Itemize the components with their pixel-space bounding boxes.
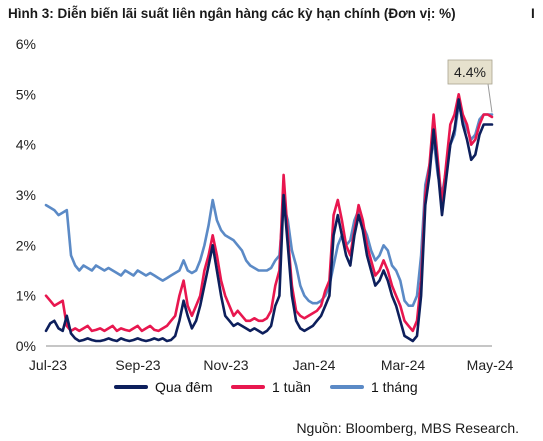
y-tick-label: 0% [16, 338, 36, 354]
y-axis-ticks: 0% 1% 2% 3% 4% 5% 6% [16, 36, 36, 354]
annotation-box [447, 59, 493, 85]
x-tick-label: Nov-23 [203, 357, 248, 373]
chart-title: Hình 3: Diễn biến lãi suất liên ngân hàn… [8, 6, 456, 21]
x-tick-label: Mar-24 [381, 357, 426, 373]
annotation: 4.4% [447, 59, 493, 113]
source-note: Nguồn: Bloomberg, MBS Research. [296, 420, 519, 436]
legend-item-1-thang: 1 tháng [330, 379, 418, 395]
x-tick-label: Jan-24 [293, 357, 336, 373]
legend: Qua đêm 1 tuần 1 tháng [0, 379, 543, 401]
legend-label: 1 tuần [272, 379, 311, 395]
y-tick-label: 1% [16, 288, 36, 304]
annotation-label: 4.4% [454, 64, 486, 80]
legend-swatch [231, 385, 265, 389]
annotation-leader-line [487, 83, 493, 113]
legend-item-1-tuan: 1 tuần [231, 379, 311, 395]
legend-swatch [330, 385, 364, 389]
x-axis-ticks: Jul-23 Sep-23 Nov-23 Jan-24 Mar-24 May-24 [29, 357, 514, 373]
x-tick-label: Jul-23 [29, 357, 67, 373]
series-line-1-tuan [44, 93, 494, 333]
legend-swatch [114, 385, 148, 389]
x-tick-label: Sep-23 [115, 357, 160, 373]
y-tick-label: 2% [16, 237, 36, 253]
y-tick-label: 6% [16, 36, 36, 52]
series-line-1-thang [44, 103, 494, 308]
y-tick-label: 3% [16, 187, 36, 203]
cropped-edge-label: I [531, 6, 535, 21]
series-lines [44, 93, 494, 343]
legend-label: Qua đêm [155, 379, 213, 395]
legend-item-qua-dem: Qua đêm [114, 379, 213, 395]
y-tick-label: 4% [16, 137, 36, 153]
series-line-qua-dem [44, 98, 494, 343]
x-tick-label: May-24 [467, 357, 514, 373]
legend-label: 1 tháng [371, 379, 418, 395]
y-tick-label: 5% [16, 86, 36, 102]
